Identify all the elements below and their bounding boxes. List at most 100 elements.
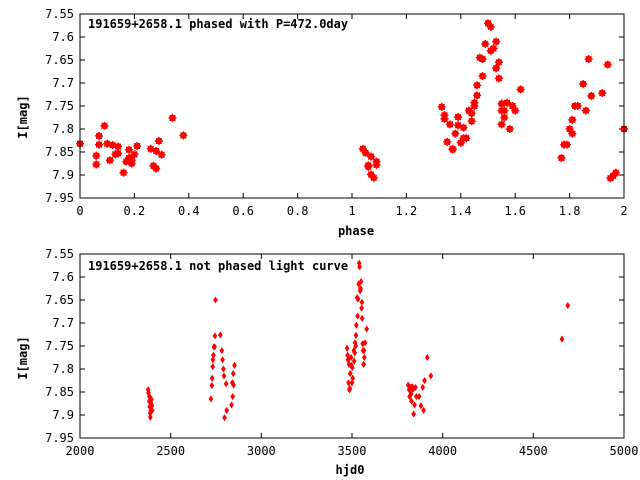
data-point <box>361 347 367 355</box>
data-point <box>462 134 471 143</box>
data-point <box>459 123 468 132</box>
x-tick-label: 0.4 <box>178 204 200 218</box>
x-tick-label: 4000 <box>428 444 457 458</box>
y-tick-label: 7.55 <box>45 7 74 21</box>
data-point <box>212 332 218 340</box>
data-point <box>154 136 163 145</box>
y-tick-label: 7.7 <box>52 316 74 330</box>
data-point <box>220 356 225 364</box>
phased-y-axis-label: I[mag] <box>16 95 30 138</box>
data-point <box>473 91 482 100</box>
data-point <box>481 39 490 48</box>
x-tick-label: 1.2 <box>396 204 418 218</box>
data-point <box>478 55 487 64</box>
data-point <box>568 129 577 138</box>
data-point <box>598 89 607 98</box>
phased-axis-ticks: 0 0.2 0.4 0.6 0.8 1 1.2 1.4 1.6 1.8 2 7.55 7.6 7.65 7.… <box>45 7 628 218</box>
data-point <box>221 372 227 380</box>
data-point <box>168 113 177 122</box>
data-point <box>497 120 506 129</box>
data-point <box>448 144 457 153</box>
data-point <box>409 397 414 405</box>
y-tick-label: 7.75 <box>45 339 74 353</box>
data-point <box>372 157 381 166</box>
data-point <box>350 374 356 382</box>
data-point <box>364 162 373 171</box>
unphased-plot-frame <box>79 253 625 439</box>
data-point <box>357 263 362 271</box>
unphased-plot-title: 191659+2658.1 not phased light curve <box>88 259 348 273</box>
unphased-light-curve-panel: 2000 2500 3000 3500 4000 4500 5000 7.55 7.6 7.65 7… <box>16 247 638 477</box>
x-tick-label: 0.8 <box>287 204 309 218</box>
data-point <box>152 147 161 156</box>
data-point <box>348 353 354 362</box>
data-point <box>119 168 128 177</box>
data-point <box>130 150 139 159</box>
data-point <box>500 106 509 115</box>
data-point <box>573 102 582 110</box>
data-point <box>494 74 503 83</box>
data-point <box>105 156 114 165</box>
y-tick-label: 7.9 <box>52 408 74 422</box>
data-point <box>568 115 577 124</box>
x-tick-label: 2 <box>620 204 627 218</box>
data-point <box>353 342 358 350</box>
data-point <box>511 106 520 115</box>
y-tick-label: 7.6 <box>52 270 74 284</box>
data-point <box>362 339 368 347</box>
data-point <box>587 91 596 100</box>
data-point <box>421 406 426 414</box>
data-point <box>149 395 154 403</box>
data-point <box>428 372 434 380</box>
data-point <box>440 114 449 123</box>
data-point <box>364 325 370 333</box>
y-tick-label: 7.9 <box>52 168 74 182</box>
data-point <box>114 149 123 158</box>
data-point <box>147 413 153 421</box>
y-tick-label: 7.65 <box>45 53 74 67</box>
data-point <box>222 414 227 422</box>
unphased-axis-ticks: 2000 2500 3000 3500 4000 4500 5000 7.55 7.6 7.65 7… <box>45 247 638 458</box>
y-tick-label: 7.85 <box>45 145 74 159</box>
data-point <box>412 401 417 409</box>
x-tick-label: 2000 <box>66 444 95 458</box>
x-tick-label: 0.2 <box>124 204 146 218</box>
x-tick-label: 1 <box>348 204 355 218</box>
y-tick-label: 7.65 <box>45 293 74 307</box>
y-tick-label: 7.7 <box>52 76 74 90</box>
y-tick-label: 7.85 <box>45 385 74 399</box>
data-point <box>353 331 359 339</box>
data-point <box>359 314 365 322</box>
data-point <box>229 401 234 409</box>
data-point <box>347 384 353 392</box>
y-tick-label: 7.8 <box>52 122 74 136</box>
data-point <box>505 125 514 133</box>
data-point <box>581 106 590 115</box>
x-tick-label: 1.8 <box>559 204 581 218</box>
data-point <box>100 121 109 130</box>
data-point <box>92 151 101 160</box>
data-point <box>516 85 525 94</box>
data-point <box>418 402 424 410</box>
data-point <box>361 353 367 362</box>
data-point <box>124 145 133 154</box>
data-point <box>611 168 620 177</box>
data-point <box>209 374 215 382</box>
data-point <box>344 344 350 352</box>
data-point <box>212 343 217 351</box>
y-tick-label: 7.75 <box>45 99 74 113</box>
data-point <box>210 356 216 364</box>
y-tick-label: 7.8 <box>52 362 74 376</box>
data-point <box>351 357 357 365</box>
data-point <box>213 296 218 304</box>
x-tick-label: 4500 <box>519 444 548 458</box>
data-point <box>208 395 214 403</box>
unphased-data-points <box>145 259 571 422</box>
data-point <box>358 278 364 286</box>
data-point <box>92 160 101 169</box>
data-point <box>346 379 351 387</box>
data-point <box>562 140 571 149</box>
data-point <box>422 376 427 385</box>
